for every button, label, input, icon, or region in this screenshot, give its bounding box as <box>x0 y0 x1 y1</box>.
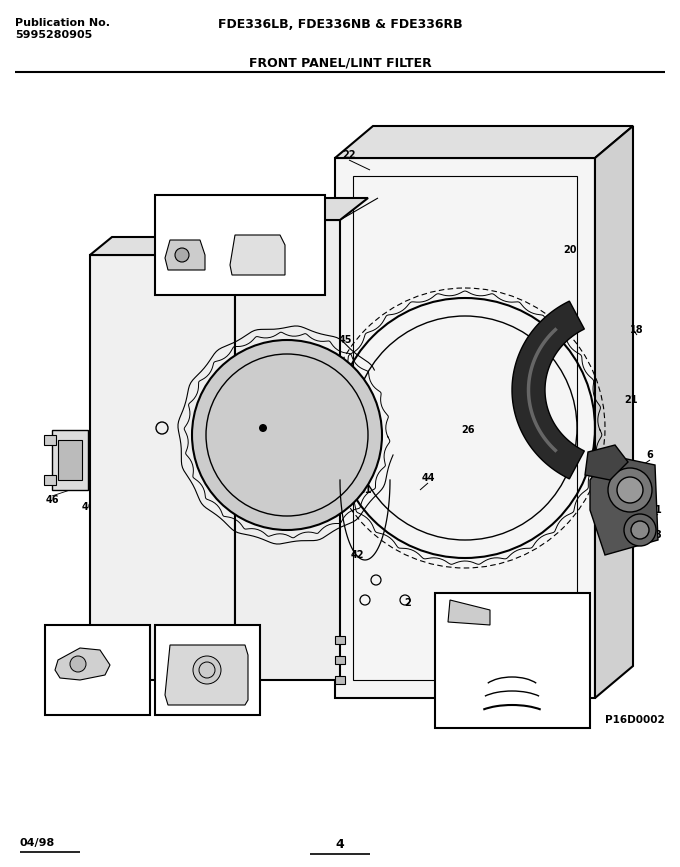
Polygon shape <box>165 240 205 270</box>
Polygon shape <box>55 648 110 680</box>
Polygon shape <box>52 430 88 490</box>
Text: 4: 4 <box>336 838 344 851</box>
Bar <box>335 636 345 644</box>
Text: 25: 25 <box>299 195 311 205</box>
Text: 28: 28 <box>648 530 662 540</box>
Text: FRONT PANEL/LINT FILTER: FRONT PANEL/LINT FILTER <box>249 57 431 70</box>
Text: 28: 28 <box>81 625 95 635</box>
Text: 42: 42 <box>350 550 364 560</box>
Circle shape <box>192 340 382 530</box>
Circle shape <box>259 424 267 432</box>
Polygon shape <box>230 235 285 275</box>
Text: 42: 42 <box>293 653 307 663</box>
Text: 26: 26 <box>461 425 475 435</box>
Circle shape <box>193 656 221 684</box>
Circle shape <box>608 468 652 512</box>
Bar <box>335 676 345 684</box>
Circle shape <box>70 656 86 672</box>
Text: 6: 6 <box>647 450 653 460</box>
Bar <box>155 195 325 295</box>
Text: 47: 47 <box>208 340 222 350</box>
Text: 41: 41 <box>303 633 317 643</box>
Text: 16: 16 <box>201 625 215 635</box>
Text: 20: 20 <box>563 245 577 255</box>
Text: 17: 17 <box>497 640 511 650</box>
Text: 50: 50 <box>138 390 152 400</box>
Text: 45: 45 <box>338 335 352 345</box>
Polygon shape <box>44 435 56 445</box>
Text: 46: 46 <box>46 495 58 505</box>
Text: 49: 49 <box>199 200 211 210</box>
Circle shape <box>617 477 643 503</box>
Text: 21: 21 <box>624 395 638 405</box>
Text: 27: 27 <box>568 633 582 643</box>
Text: P16D0002: P16D0002 <box>605 715 665 725</box>
Bar <box>435 593 590 728</box>
Polygon shape <box>58 440 82 480</box>
Text: 18: 18 <box>630 325 644 335</box>
Polygon shape <box>448 600 490 625</box>
Bar <box>45 625 150 715</box>
Text: 5995280905: 5995280905 <box>15 30 92 40</box>
Circle shape <box>631 521 649 539</box>
Text: 46: 46 <box>81 502 95 512</box>
Text: 22: 22 <box>342 150 356 160</box>
Polygon shape <box>335 126 633 158</box>
Polygon shape <box>590 455 658 555</box>
Polygon shape <box>235 220 340 680</box>
Polygon shape <box>335 158 595 698</box>
Polygon shape <box>90 255 235 680</box>
Polygon shape <box>44 475 56 485</box>
Text: 44: 44 <box>421 473 435 483</box>
Bar <box>335 656 345 664</box>
Text: Publication No.: Publication No. <box>15 18 110 28</box>
Text: 41: 41 <box>358 485 372 495</box>
Text: 04/98: 04/98 <box>20 838 55 848</box>
Text: 18: 18 <box>528 680 542 690</box>
Polygon shape <box>512 301 584 479</box>
Polygon shape <box>235 198 368 220</box>
Polygon shape <box>90 237 257 255</box>
Text: 48: 48 <box>125 540 139 550</box>
Bar <box>155 625 260 715</box>
Circle shape <box>175 248 189 262</box>
Circle shape <box>624 514 656 546</box>
Polygon shape <box>165 645 248 705</box>
Text: 4: 4 <box>309 390 316 400</box>
Text: 2: 2 <box>405 598 411 608</box>
Polygon shape <box>585 445 628 480</box>
Text: FDE336LB, FDE336NB & FDE336RB: FDE336LB, FDE336NB & FDE336RB <box>218 18 462 31</box>
Polygon shape <box>595 126 633 698</box>
Text: 1: 1 <box>655 505 662 515</box>
